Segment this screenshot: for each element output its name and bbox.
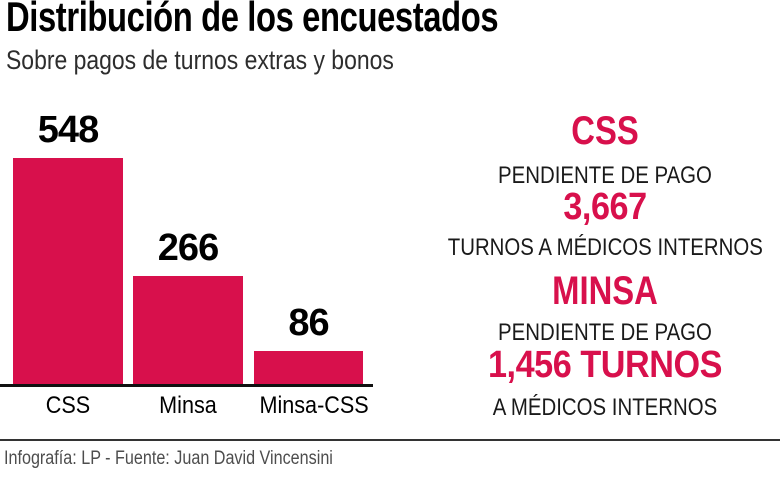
unit-label: TURNOS A MÉDICOS INTERNOS [447,234,763,261]
pending-value: 1,456 TURNOS [487,344,723,386]
bar-category-label: Minsa-CSS [259,392,369,419]
bar-group-minsa: 266 Minsa [133,0,243,480]
bar-value-label: 266 [157,227,219,269]
footer-credit: Infografía: LP - Fuente: Juan David Vinc… [4,448,333,469]
bar-value-label: 548 [37,109,99,151]
bar-group-css: 548 CSS [13,0,123,480]
bar-group-minsa-css: 86 Minsa-CSS [254,0,369,480]
bar-category-label: CSS [45,392,91,419]
bar [133,276,243,387]
pending-label: PENDIENTE DE PAGO [498,162,712,189]
side-panel: CSS PENDIENTE DE PAGO 3,667 TURNOS A MÉD… [420,0,780,440]
pending-value: 3,667 [563,186,647,228]
pending-label: PENDIENTE DE PAGO [498,319,712,346]
org-name-minsa: MINSA [552,269,658,313]
x-axis-line [0,384,373,387]
footer-divider [0,439,780,441]
page-subtitle: Sobre pagos de turnos extras y bonos [6,45,394,75]
page-title: Distribución de los encuestados [6,0,499,40]
org-name-css: CSS [571,109,639,153]
unit-label: A MÉDICOS INTERNOS [492,394,718,421]
bar-chart: 548 CSS 266 Minsa 86 Minsa-CSS [0,0,373,480]
bar [254,351,363,387]
bar-category-label: Minsa [159,392,217,419]
bar-value-label: 86 [288,302,329,344]
bar [13,158,123,387]
